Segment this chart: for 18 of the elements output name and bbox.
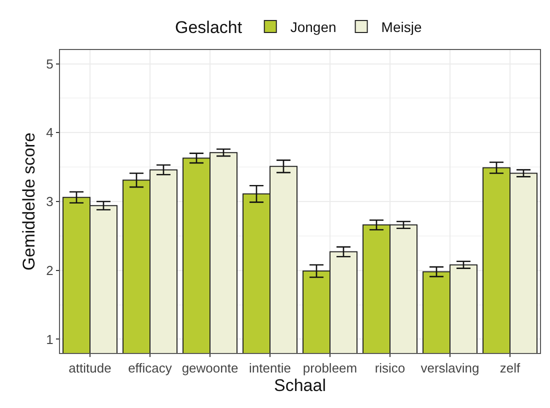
y-tick-label: 1	[46, 332, 54, 347]
y-tick-label: 2	[46, 262, 54, 278]
legend-title: Geslacht	[175, 18, 242, 38]
y-axis-title: Gemiddelde score	[20, 132, 39, 270]
x-tick-label: verslaving	[420, 360, 480, 376]
x-axis-title: Schaal	[274, 376, 326, 395]
x-tick-label: attitude	[68, 360, 112, 376]
y-tick-label: 4	[46, 125, 54, 140]
x-tick-label: efficacy	[128, 360, 172, 376]
x-tick-label: intentie	[249, 360, 291, 376]
x-tick-label: risico	[374, 360, 406, 376]
x-tick-label: zelf	[500, 360, 520, 376]
x-tick-label: gewoonte	[182, 360, 238, 376]
y-tick-label: 3	[46, 194, 54, 210]
x-tick-label: probleem	[302, 360, 358, 376]
y-tick-label: 5	[46, 56, 54, 72]
legend-label: Jongen	[290, 19, 336, 35]
legend-label: Meisje	[381, 19, 422, 35]
